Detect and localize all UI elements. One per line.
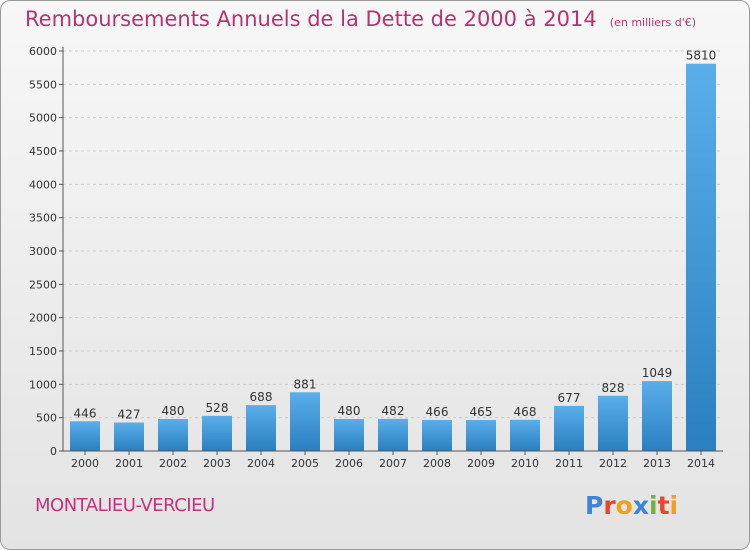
bar-value-label: 480 — [162, 404, 185, 418]
x-tick-label: 2010 — [511, 457, 539, 470]
bar — [334, 419, 364, 451]
chart-unit: (en milliers d'€) — [609, 16, 697, 29]
x-tick-label: 2000 — [71, 457, 99, 470]
logo-letter: o — [615, 491, 633, 520]
bar-value-label: 528 — [206, 401, 229, 415]
logo-letter: i — [649, 491, 658, 520]
y-tick-label: 3500 — [29, 212, 57, 225]
logo-letter: r — [603, 491, 616, 520]
x-tick-label: 2011 — [555, 457, 583, 470]
bar — [158, 419, 188, 451]
x-tick-label: 2001 — [115, 457, 143, 470]
x-tick-label: 2004 — [247, 457, 275, 470]
bar — [466, 420, 496, 451]
logo-letter: x — [632, 491, 649, 520]
y-tick-label: 2000 — [29, 312, 57, 325]
x-tick-label: 2006 — [335, 457, 363, 470]
bar — [70, 421, 100, 451]
x-tick-label: 2005 — [291, 457, 319, 470]
bar — [422, 419, 452, 451]
bar-value-label: 677 — [558, 391, 581, 405]
bar-value-label: 881 — [294, 377, 317, 391]
x-tick-label: 2007 — [379, 457, 407, 470]
logo-letter: P — [585, 491, 604, 520]
bar — [598, 395, 628, 451]
bar-value-label: 482 — [382, 404, 405, 418]
data-labels: 446 427 480 528 688 881 480 482 466 465 468 677 828 1… — [74, 49, 717, 422]
x-tick-label: 2013 — [643, 457, 671, 470]
bar-value-label: 5810 — [686, 49, 717, 63]
x-tick-label: 2014 — [687, 457, 715, 470]
axes — [62, 47, 723, 452]
bar-value-label: 468 — [514, 405, 537, 419]
y-axis-ticks: 0 500 1000 1500 2000 2500 3000 3500 4000 4500 5000… — [29, 45, 63, 458]
y-tick-label: 3000 — [29, 245, 57, 258]
bar — [378, 418, 408, 451]
chart-title-text: Remboursements Annuels de la Dette de 20… — [25, 7, 597, 31]
y-tick-label: 4500 — [29, 145, 57, 158]
bar — [246, 405, 276, 451]
y-tick-label: 4000 — [29, 178, 57, 191]
y-tick-label: 6000 — [29, 45, 57, 58]
bar — [642, 381, 672, 451]
bar — [510, 419, 540, 451]
y-tick-label: 1500 — [29, 345, 57, 358]
x-tick-label: 2002 — [159, 457, 187, 470]
x-tick-label: 2008 — [423, 457, 451, 470]
bar-value-label: 828 — [602, 381, 625, 395]
x-tick-label: 2003 — [203, 457, 231, 470]
bar — [554, 405, 584, 451]
grid-lines — [63, 50, 723, 419]
bar-value-label: 688 — [250, 390, 273, 404]
bar-value-label: 465 — [470, 405, 493, 419]
bar-value-label: 480 — [338, 404, 361, 418]
x-tick-label: 2012 — [599, 457, 627, 470]
chart-title: Remboursements Annuels de la Dette de 20… — [25, 7, 696, 31]
y-tick-label: 0 — [50, 445, 57, 458]
logo-letter: i — [669, 491, 679, 520]
bar-value-label: 427 — [118, 408, 141, 422]
x-tick-label: 2009 — [467, 457, 495, 470]
x-axis-ticks: 2000 2001 2002 2003 2004 2005 2006 2007 2008 2009… — [71, 451, 715, 470]
y-tick-label: 2500 — [29, 278, 57, 291]
bar — [114, 422, 144, 451]
commune-name: MONTALIEU-VERCIEU — [35, 495, 215, 516]
bar-value-label: 446 — [74, 406, 97, 420]
proxiti-logo: Proxiti — [585, 491, 678, 520]
y-tick-label: 1000 — [29, 378, 57, 391]
bars — [70, 63, 716, 452]
logo-letter: t — [657, 491, 670, 520]
bar-value-label: 1049 — [642, 366, 673, 380]
bar — [686, 63, 716, 452]
y-tick-label: 5500 — [29, 78, 57, 91]
bar — [290, 392, 320, 451]
bar-value-label: 466 — [426, 405, 449, 419]
bar — [202, 415, 232, 451]
y-tick-label: 5000 — [29, 112, 57, 125]
y-tick-label: 500 — [36, 412, 57, 425]
